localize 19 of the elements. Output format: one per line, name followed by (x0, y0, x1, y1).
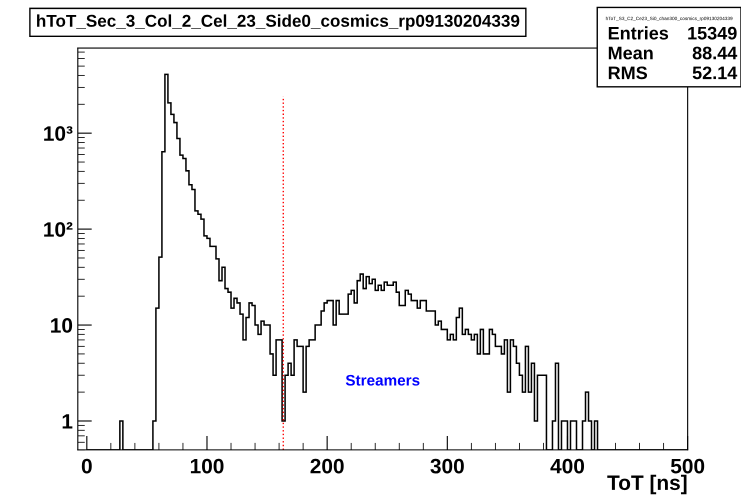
y-tick-label: 10² (44, 222, 73, 237)
annotation: RMS (608, 66, 648, 80)
text: 15349 (688, 26, 737, 40)
x-tick-label: 200 (310, 458, 344, 474)
annotation: Streamers (346, 374, 420, 386)
text: 52.14 (692, 66, 738, 80)
x-axis-title: ToT [ns] (607, 474, 686, 494)
text: 88.44 (692, 46, 738, 60)
text: Entries (608, 26, 668, 40)
x-tick-label: 100 (190, 458, 224, 474)
x-tick-label: 0 (82, 458, 92, 474)
x-tick-label: 300 (430, 458, 464, 474)
x-tick-label: 400 (550, 458, 584, 474)
chart-title: hToT_Sec_3_Col_2_Cel_23_Side0_cosmics_rp09130204339 (37, 14, 520, 30)
y-tick-label: 10 (51, 318, 72, 333)
annotation: Mean (608, 46, 653, 60)
x-tick-label: 500 (670, 458, 704, 474)
y-tick-label: 10³ (44, 126, 72, 141)
y-tick-label: 1 (62, 414, 72, 429)
